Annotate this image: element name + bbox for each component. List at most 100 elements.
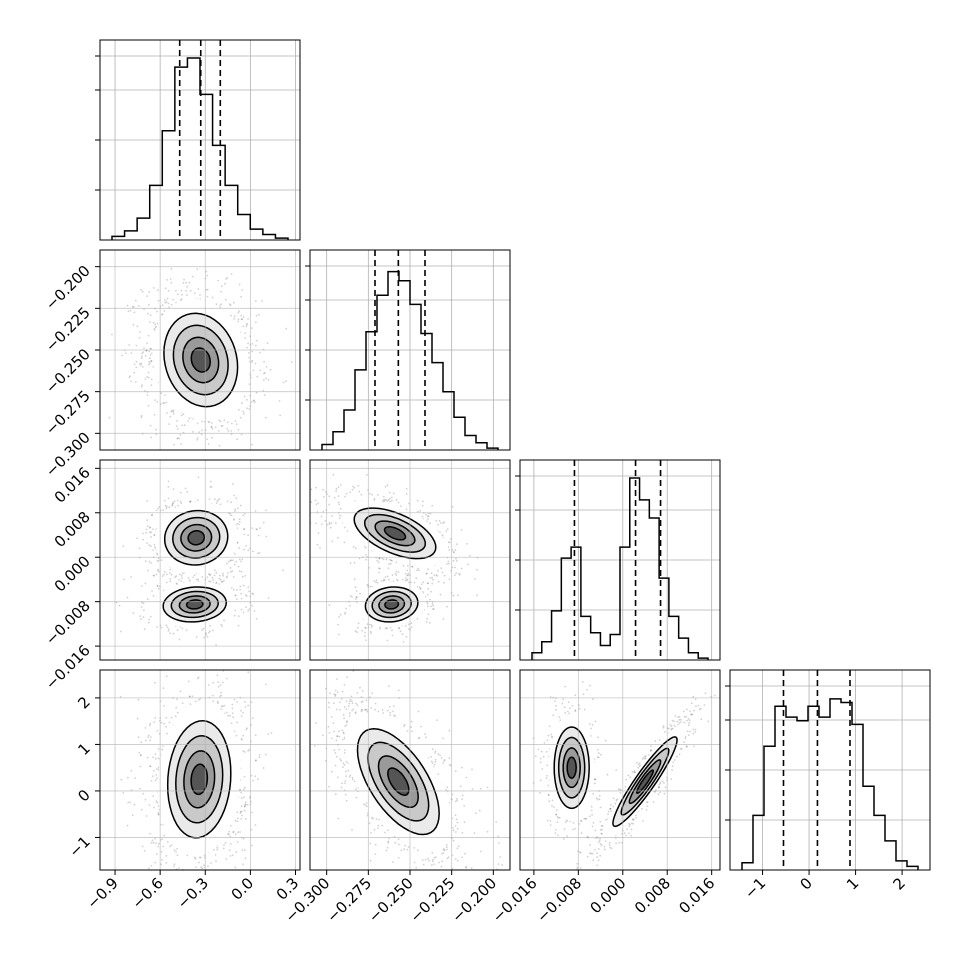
sample-point <box>426 515 429 518</box>
sample-point <box>148 360 151 363</box>
sample-point <box>199 294 201 296</box>
sample-point <box>368 567 371 569</box>
sample-point <box>144 739 147 742</box>
sample-point <box>267 379 270 381</box>
sample-point <box>179 299 182 301</box>
sample-point <box>250 701 253 704</box>
sample-point <box>140 606 143 608</box>
sample-point <box>407 572 410 575</box>
sample-point <box>155 428 157 431</box>
sample-point <box>206 438 209 441</box>
sample-point <box>168 423 171 425</box>
sample-point <box>217 681 220 683</box>
sample-point <box>226 466 228 468</box>
sample-point <box>133 311 136 314</box>
sample-point <box>165 401 168 404</box>
sample-point <box>227 430 230 432</box>
sample-point <box>118 604 121 607</box>
sample-point <box>235 497 238 499</box>
sample-point <box>146 295 149 297</box>
sample-point <box>328 503 331 506</box>
sample-point <box>208 421 211 423</box>
sample-point <box>246 322 248 325</box>
sample-point <box>351 596 353 598</box>
sample-point <box>247 549 250 552</box>
sample-point <box>214 854 217 856</box>
sample-point <box>211 296 214 299</box>
sample-point <box>146 598 149 601</box>
sample-point <box>164 299 166 302</box>
sample-point <box>196 268 199 270</box>
sample-point <box>149 765 151 768</box>
sample-point <box>343 541 346 544</box>
sample-point <box>186 285 189 288</box>
sample-point <box>228 303 231 306</box>
sample-point <box>243 512 246 515</box>
sample-point <box>231 422 233 425</box>
sample-point <box>429 577 432 579</box>
sample-point <box>240 739 243 741</box>
sample-point <box>418 569 420 572</box>
sample-point <box>141 601 143 604</box>
sample-point <box>206 295 209 298</box>
sample-point <box>247 246 249 248</box>
sample-point <box>230 570 232 573</box>
sample-point <box>349 562 352 565</box>
sample-point <box>164 287 167 290</box>
sample-point <box>169 278 172 280</box>
sample-point <box>239 585 242 588</box>
sample-point <box>138 305 140 307</box>
sample-point <box>337 633 340 636</box>
sample-point <box>202 900 204 902</box>
sample-point <box>237 507 239 510</box>
sample-point <box>245 606 247 608</box>
sample-point <box>176 854 179 857</box>
sample-point <box>432 604 435 607</box>
histogram-step <box>741 698 919 870</box>
sample-point <box>174 576 177 579</box>
sample-point <box>149 354 152 356</box>
sample-point <box>355 598 357 600</box>
sample-point <box>242 750 245 753</box>
sample-point <box>240 318 243 321</box>
sample-point <box>427 605 429 607</box>
sample-point <box>189 501 191 503</box>
sample-point <box>315 486 317 489</box>
sample-point <box>219 420 222 423</box>
sample-point <box>197 476 200 479</box>
sample-point <box>149 870 151 872</box>
sample-point <box>243 548 245 551</box>
sample-point <box>153 574 156 577</box>
sample-point <box>377 561 380 564</box>
panel-frame <box>729 669 931 871</box>
sample-point <box>443 581 445 584</box>
sample-point <box>257 552 259 555</box>
sample-point <box>155 325 157 328</box>
sample-point <box>404 572 407 575</box>
sample-point <box>368 623 371 626</box>
sample-point <box>440 567 443 569</box>
sample-point <box>243 796 245 798</box>
sample-point <box>154 323 157 326</box>
sample-point <box>355 596 358 598</box>
sample-point <box>179 434 182 436</box>
sample-point <box>406 565 409 567</box>
sample-point <box>149 424 152 427</box>
sample-point <box>211 694 214 697</box>
sample-point <box>138 336 141 339</box>
sample-point <box>455 572 457 575</box>
sample-point <box>426 602 429 605</box>
sample-point <box>427 568 429 571</box>
sample-point <box>236 598 238 600</box>
sample-point <box>150 378 153 381</box>
sample-point <box>181 880 183 882</box>
sample-point <box>133 803 136 806</box>
sample-point <box>238 283 241 286</box>
sample-point <box>229 855 232 857</box>
sample-point <box>404 625 407 627</box>
sample-point <box>365 558 367 561</box>
sample-point <box>226 427 229 430</box>
sample-point <box>149 321 151 323</box>
sample-point <box>139 880 141 882</box>
sample-point <box>156 584 159 587</box>
